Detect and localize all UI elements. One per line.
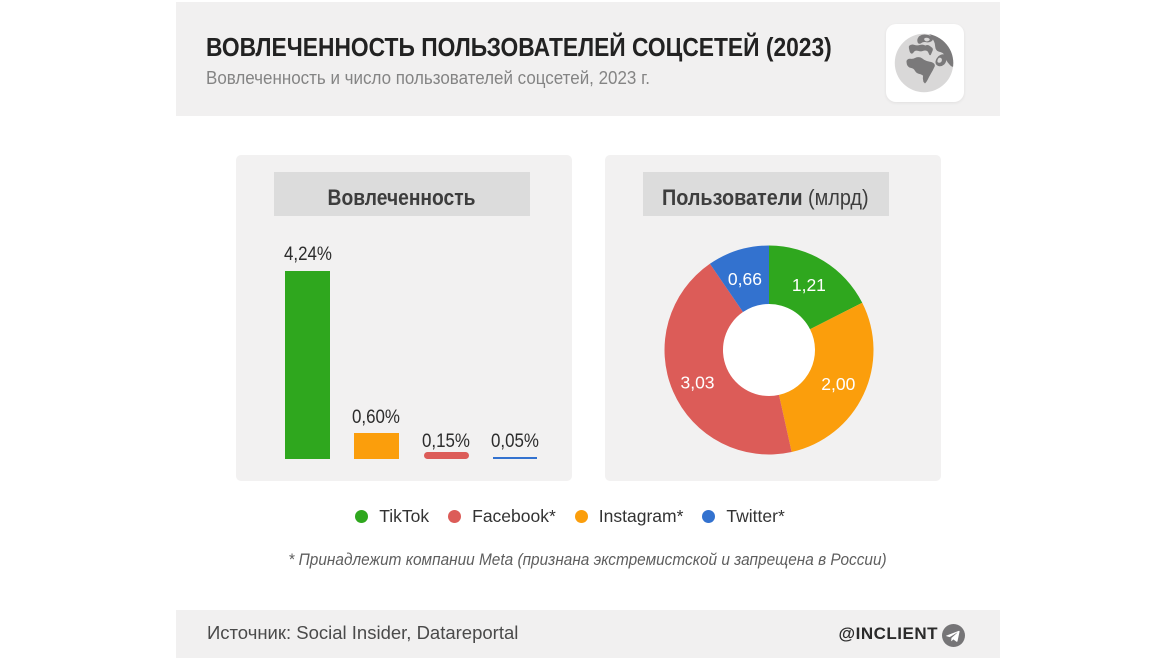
svg-text:3,03: 3,03 (680, 373, 714, 393)
svg-text:1,21: 1,21 (792, 275, 826, 295)
svg-text:2,00: 2,00 (821, 374, 855, 394)
svg-text:0,66: 0,66 (728, 269, 762, 289)
